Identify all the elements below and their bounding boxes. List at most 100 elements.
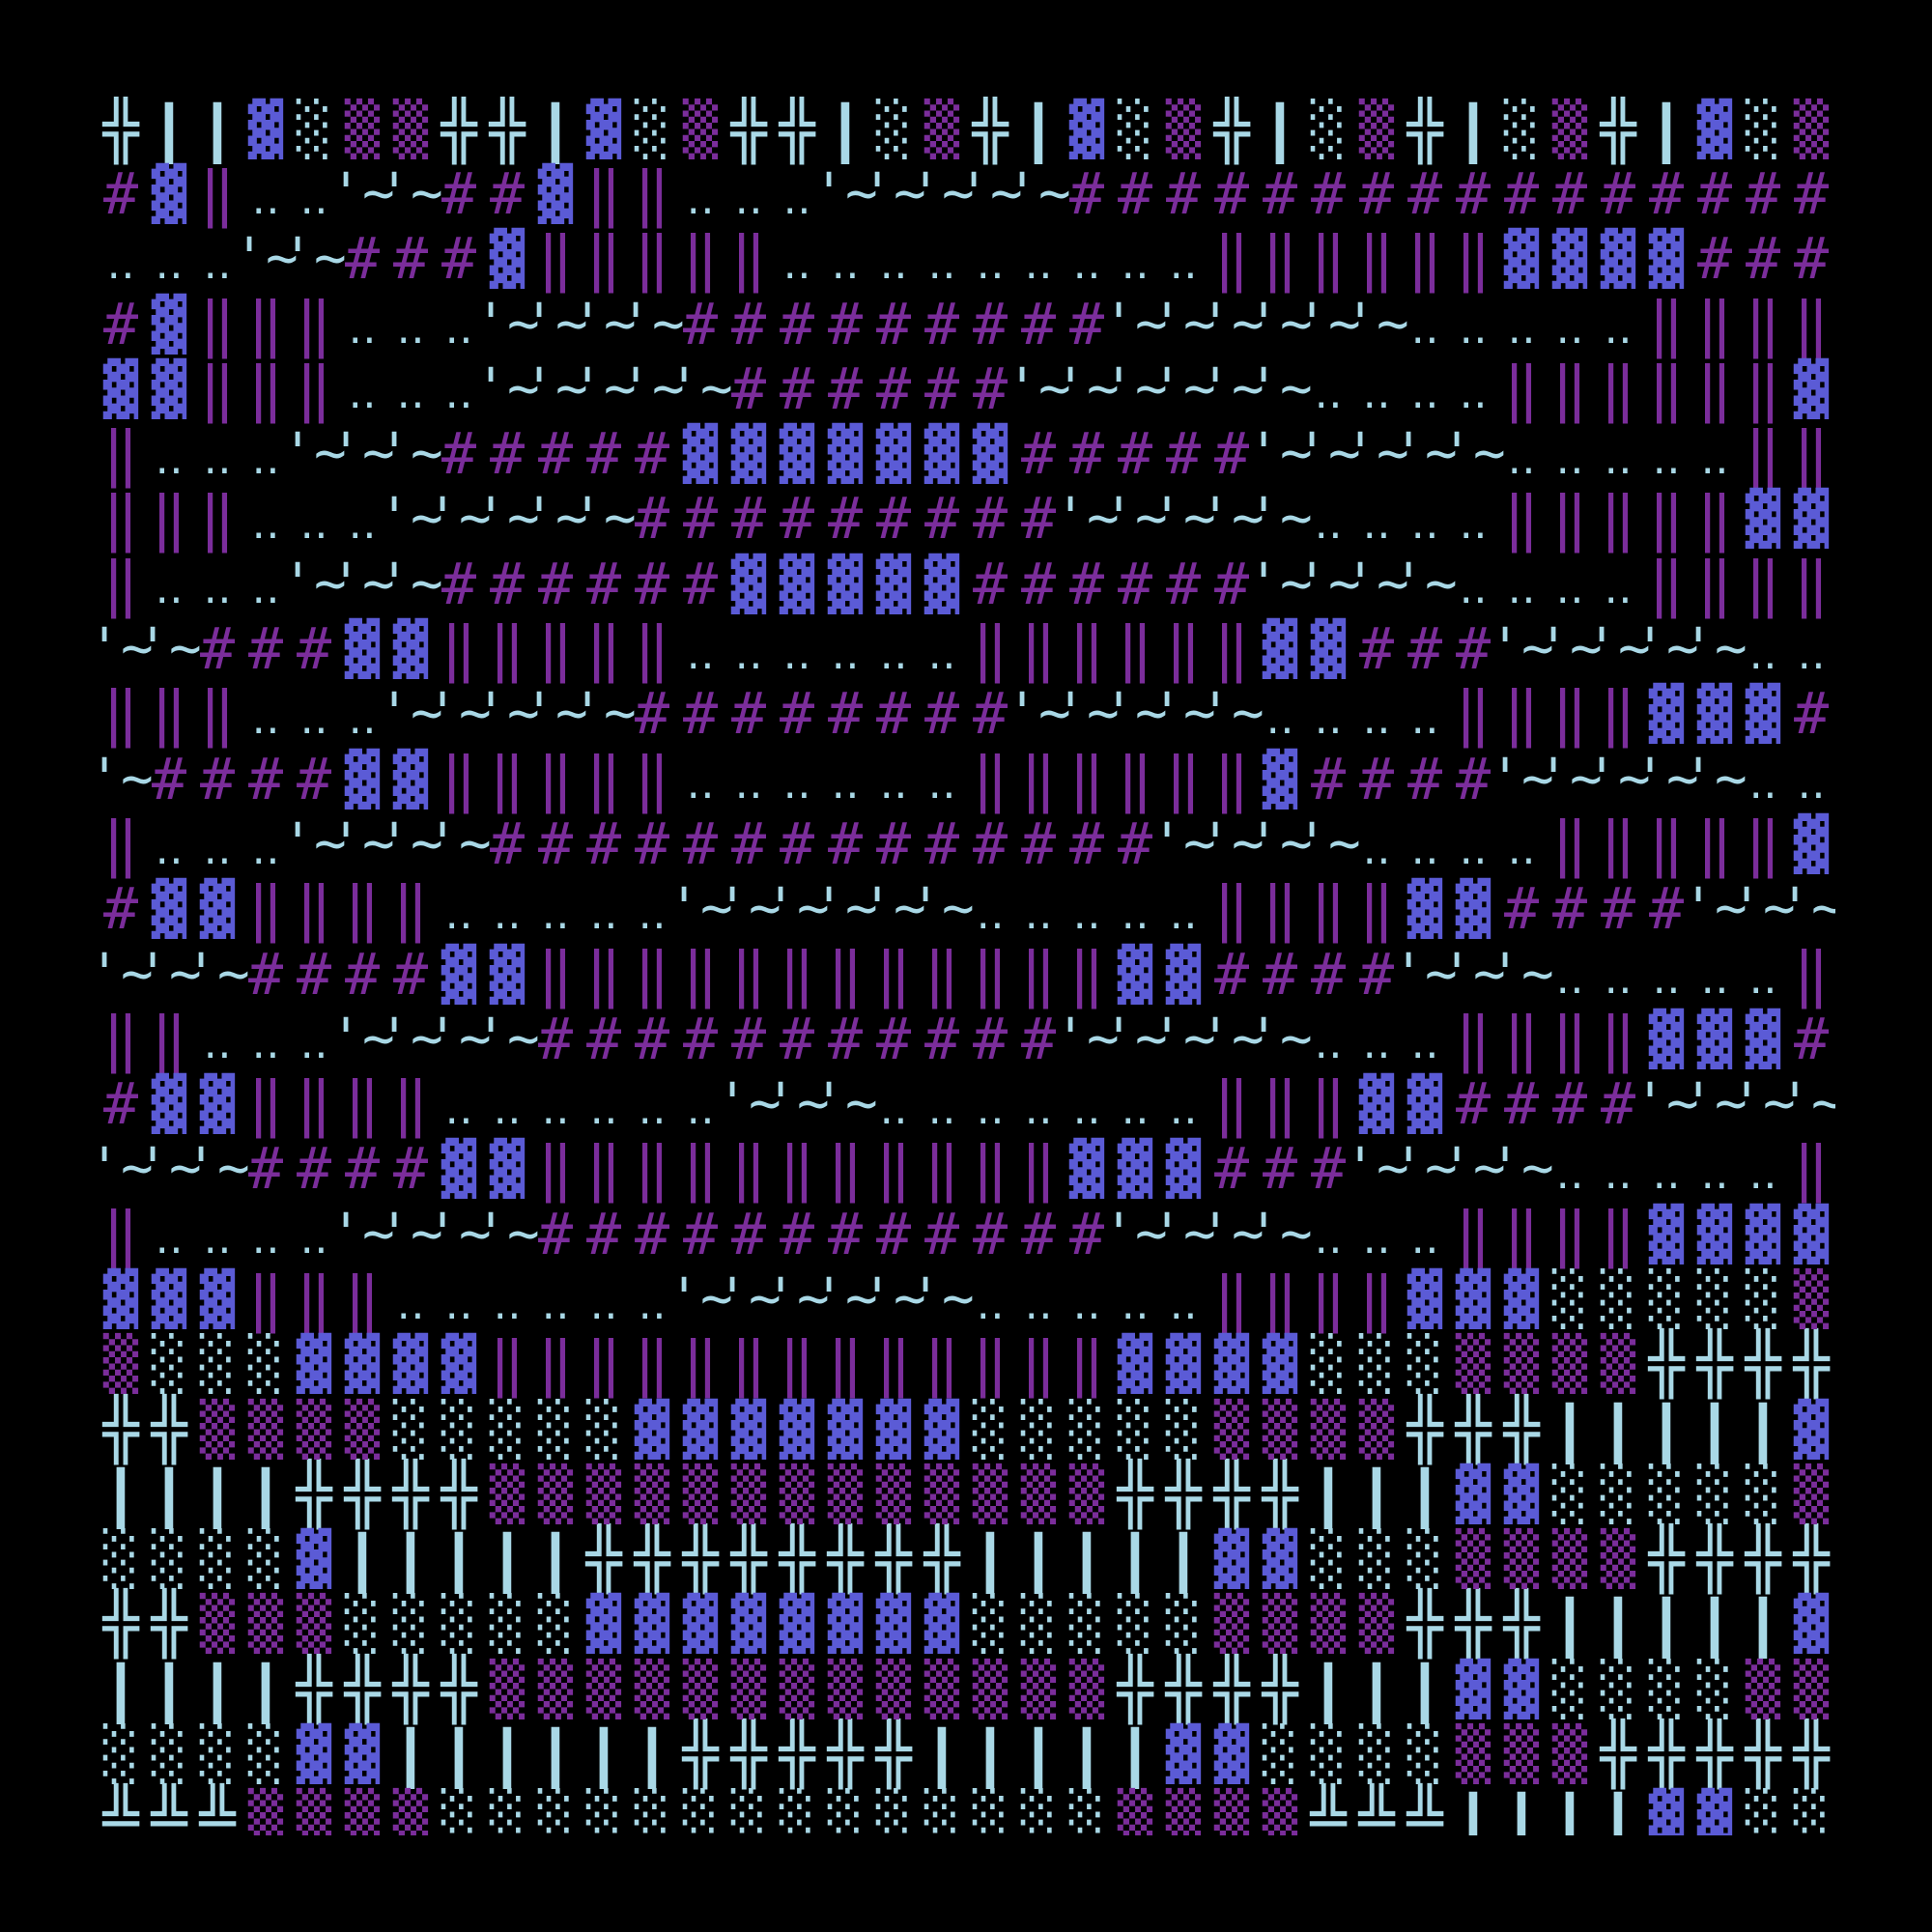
glyph-cell: '~ [764,1266,830,1330]
glyph-cell: ░ [1406,1528,1443,1590]
glyph-cell: ▒ [392,98,429,159]
glyph-cell: # [1600,875,1636,944]
glyph-cell: ░ [1117,1398,1153,1460]
glyph-cell: ▓ [1648,1203,1685,1264]
glyph-cell: ▓ [827,1593,864,1655]
glyph-cell: ░ [102,1528,139,1590]
glyph-cell: | [1105,1719,1165,1791]
glyph-cell: ╬ [1745,1523,1781,1595]
art-row: ‖ ‖ ‖ ‥ ‥ ‥ '~ '~ '~ '~ '~ # # # # # # # # # '~ '~ '~ '~ '~ ‥ ‥ ‥ ‥ ‖… [97,487,1835,552]
glyph-cell: ╬ [1793,1328,1830,1400]
glyph-cell: ‖ [1020,743,1057,814]
glyph-cell: ‖ [1068,743,1105,814]
glyph-cell: # [537,810,574,878]
glyph-cell: ‖ [1600,1003,1636,1074]
glyph-cell: '~ [1102,1007,1168,1070]
glyph-cell: ‥ [734,759,763,810]
glyph-cell: ▓ [1455,1463,1492,1524]
glyph-cell: ╬ [779,97,815,164]
glyph-cell: ╬ [1648,1719,1685,1790]
glyph-cell: ╬ [972,97,1009,164]
glyph-cell: ‥ [203,824,232,874]
glyph-cell: | [1733,1393,1793,1465]
glyph-cell: | [1009,97,1068,165]
glyph-cell: | [1057,1523,1117,1596]
glyph-cell: | [1540,1783,1600,1835]
glyph-cell: # [779,355,815,423]
glyph-cell: ‖ [972,743,1009,814]
glyph-cell: '~ [136,617,202,681]
glyph-cell: '~ [185,942,250,1006]
glyph-cell: ▓ [1406,1073,1443,1135]
glyph-cell: ‥ [299,1019,328,1069]
glyph-cell: # [634,680,670,749]
glyph-cell: # [634,485,670,554]
glyph-cell: # [392,940,429,1009]
art-row: ‖ ‥ ‥ ‥ ‥ '~ '~ '~ '~ # # # # # # # # # # # # '~ '~ '~ '~ ‥ ‥ ‥ ‖ ‖ ‖ ‖… [97,1202,1835,1266]
glyph-cell: ╬ [730,97,767,164]
glyph-cell: ╬ [1165,1458,1202,1529]
glyph-cell: '~ [523,682,588,746]
glyph-cell: '~ [571,487,637,551]
glyph-cell: # [972,485,1009,554]
glyph-cell: ‥ [879,759,908,810]
glyph-cell: # [1020,485,1057,554]
glyph-cell: ╬ [1503,1393,1540,1464]
glyph-cell: # [730,680,767,749]
glyph-cell: | [1009,1719,1068,1791]
glyph-cell: # [247,1135,284,1204]
glyph-cell: ▒ [634,1463,670,1524]
glyph-cell: ‥ [1700,954,1729,1005]
glyph-cell: ░ [585,1788,622,1835]
glyph-cell: ░ [875,98,912,159]
glyph-cell: ‥ [1459,499,1488,550]
glyph-cell: ╬ [585,1523,622,1595]
glyph-cell: # [1117,159,1153,228]
glyph-cell: ▒ [1793,98,1830,159]
glyph-cell: ▓ [489,943,526,1005]
glyph-cell: # [440,550,477,618]
glyph-cell: ‥ [782,239,811,289]
glyph-cell: ‥ [203,1019,232,1069]
glyph-cell: ‥ [444,889,473,939]
glyph-cell: ▓ [1262,618,1298,680]
glyph-cell: ‥ [589,1084,618,1134]
glyph-cell: ░ [1648,1463,1685,1524]
glyph-cell: ‖ [585,1133,622,1205]
glyph-cell: ▓ [392,618,429,680]
glyph-cell: | [526,1523,585,1596]
art-row: ▓ ▓ ▓ ‖ ‖ ‖ ‥ ‥ ‥ ‥ ‥ ‥ '~ '~ '~ '~ '~ '~ ‥ ‥ ‥ ‥ ‥ ‖ ‖ ‖ ‖ ▓ ▓ ▓ ░ ░ ░ ░… [97,1266,1835,1331]
glyph-cell: ░ [634,98,670,159]
glyph-cell: # [875,355,912,423]
glyph-cell: '~ [1151,356,1216,420]
glyph-cell: # [827,810,864,878]
glyph-cell: ▓ [199,1073,236,1135]
glyph-cell: ▓ [392,748,429,810]
glyph-cell: ▒ [1358,1593,1395,1655]
glyph-cell: ‥ [686,174,715,224]
glyph-cell: ‥ [976,1279,1005,1329]
glyph-cell: | [1443,97,1503,165]
glyph-cell: ╬ [1696,1328,1733,1400]
art-row: '~'~'~####▓▓‖‖‖‖‖‖‖‖‖‖‖‖▓▓####'~'~'~‥‥‥‥… [97,942,1835,1007]
glyph-cell: '~ [1585,747,1651,810]
glyph-cell: '~ [1199,1202,1264,1265]
glyph-cell: ▓ [440,943,477,1005]
glyph-cell: ▒ [1117,1788,1153,1835]
glyph-cell: ‖ [1406,223,1443,295]
glyph-cell: # [1503,875,1540,944]
art-row: '~'~###▓▓‖‖‖‖‖‥‥‥‥‥‥‖‖‖‖‖‖▓▓###'~'~'~'~'… [97,616,1835,681]
art-row: ╩ ╩ ╩ ▒ ▒ ▒ ▒ ░ ░ ░ ░ ░ ░ ░ ░ ░ ░ ░ ░ ░ ░ ▒ ▒ ▒ ▒ ╩ ╩ ╩ | | | | ▓ ▓ ░ ░ [97,1787,1835,1835]
glyph-cell: ░ [1358,1333,1395,1395]
glyph-cell: # [1358,940,1395,1009]
glyph-cell: '~ [329,161,395,225]
glyph-cell: ▓ [1648,1788,1685,1835]
glyph-cell: ▓ [1455,1267,1492,1329]
glyph-cell: '~ [668,1266,733,1330]
glyph-cell: ‥ [348,499,377,550]
glyph-cell: ▓ [1262,748,1298,810]
glyph-cell: ‥ [1410,1019,1439,1069]
glyph-cell: # [1793,680,1830,749]
glyph-cell: '~ [1489,747,1554,810]
glyph-cell: ▒ [1793,1658,1830,1719]
